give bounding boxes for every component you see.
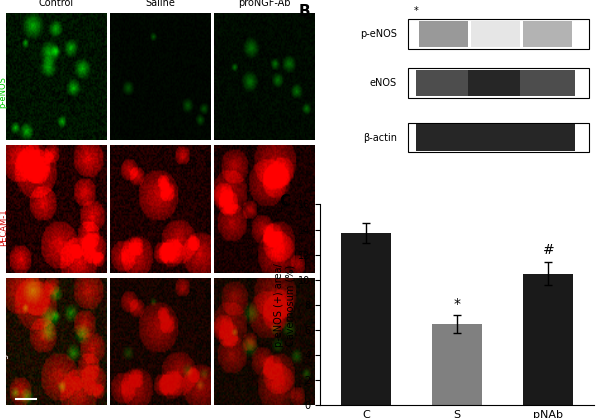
Y-axis label: Merged: Merged xyxy=(0,342,8,374)
Text: β-actin: β-actin xyxy=(363,133,397,143)
FancyBboxPatch shape xyxy=(468,125,523,151)
Bar xyxy=(432,324,482,405)
FancyBboxPatch shape xyxy=(408,19,589,49)
FancyBboxPatch shape xyxy=(471,21,520,47)
Text: *: * xyxy=(413,6,418,16)
Text: *: * xyxy=(454,297,461,311)
FancyBboxPatch shape xyxy=(416,70,471,97)
FancyBboxPatch shape xyxy=(419,21,468,47)
FancyBboxPatch shape xyxy=(520,70,575,97)
Text: B: B xyxy=(298,4,310,19)
Y-axis label: p-eNOS: p-eNOS xyxy=(0,76,8,108)
FancyBboxPatch shape xyxy=(468,70,523,97)
FancyBboxPatch shape xyxy=(408,69,589,98)
Y-axis label: p-eNOS (+) area/
Cavernosum (%): p-eNOS (+) area/ Cavernosum (%) xyxy=(274,263,296,347)
Bar xyxy=(523,273,574,405)
Text: Saline: Saline xyxy=(145,0,175,8)
Text: p-eNOS: p-eNOS xyxy=(360,29,397,39)
FancyBboxPatch shape xyxy=(408,123,589,152)
FancyBboxPatch shape xyxy=(520,125,575,151)
Text: Control: Control xyxy=(38,0,74,8)
FancyBboxPatch shape xyxy=(416,125,471,151)
Y-axis label: PECAM-1: PECAM-1 xyxy=(0,209,8,247)
Text: eNOS: eNOS xyxy=(370,78,397,88)
Bar xyxy=(341,233,391,405)
FancyBboxPatch shape xyxy=(523,21,572,47)
Text: proNGF-Ab: proNGF-Ab xyxy=(238,0,291,8)
Text: #: # xyxy=(542,243,554,257)
Text: C: C xyxy=(280,194,290,209)
